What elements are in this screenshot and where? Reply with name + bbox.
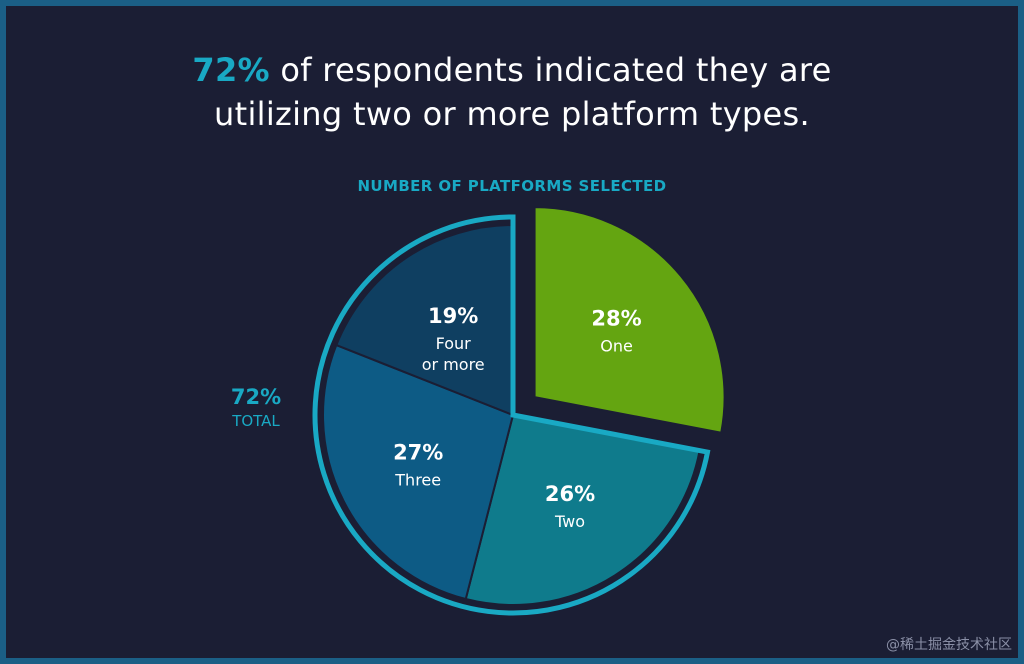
total-label: TOTAL xyxy=(231,412,280,430)
slice-value-label: 27% xyxy=(393,440,443,464)
slice-category-label: or more xyxy=(422,355,485,374)
slice-value-label: 26% xyxy=(545,482,595,506)
headline-line-2: utilizing two or more platform types. xyxy=(214,95,810,133)
slice-category-label: One xyxy=(600,336,633,355)
pie-slice-one xyxy=(533,206,726,434)
slice-value-label: 19% xyxy=(428,304,478,328)
slice-value-label: 28% xyxy=(591,306,641,330)
slice-category-label: Four xyxy=(436,334,472,353)
pie-slice-two xyxy=(464,413,701,606)
pie-slice-three xyxy=(322,343,515,601)
total-annotation: 72% TOTAL xyxy=(231,385,281,430)
chart-title: NUMBER OF PLATFORMS SELECTED xyxy=(357,177,667,195)
watermark: @稀土掘金技术社区 xyxy=(886,637,1012,653)
group-outline xyxy=(312,214,711,616)
pie-slice-four-or-more xyxy=(335,223,514,417)
total-value: 72% xyxy=(231,385,281,409)
headline-line-1: 72% of respondents indicated they are xyxy=(0,48,1024,92)
headline-line-1-text: of respondents indicated they are xyxy=(269,51,832,89)
pie-slices xyxy=(322,206,726,606)
headline: 72% of respondents indicated they are ut… xyxy=(0,48,1024,136)
headline-highlight: 72% xyxy=(192,51,270,89)
slice-category-label: Two xyxy=(554,512,585,531)
slice-category-label: Three xyxy=(394,470,441,489)
pie-labels: 28% One 26% Two 27% Three 19% Four or more xyxy=(393,304,642,531)
